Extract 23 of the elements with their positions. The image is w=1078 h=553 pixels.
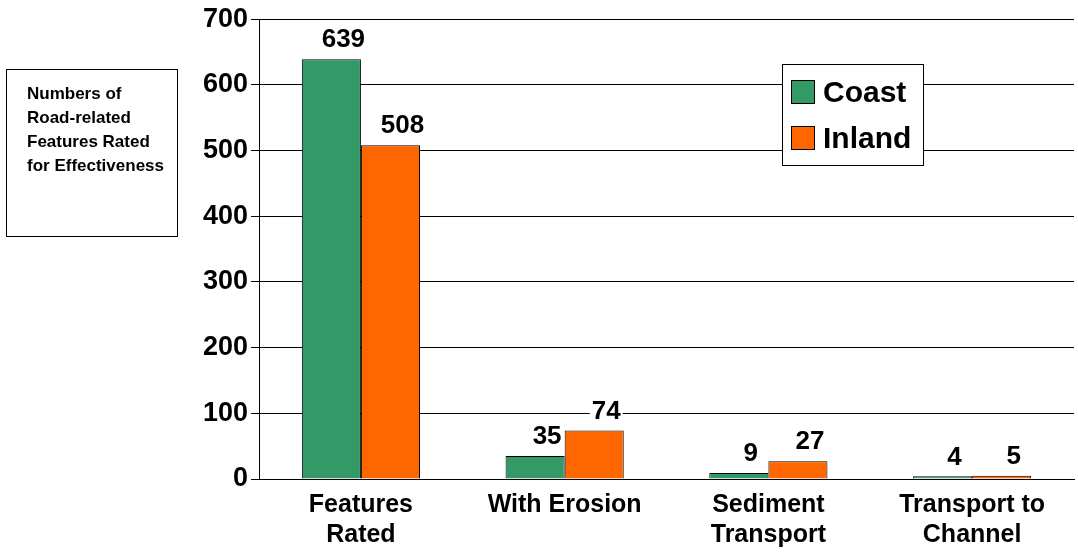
x-tick-label: With Erosion	[487, 488, 642, 517]
x-tick-label: Sediment Transport	[710, 488, 827, 547]
data-label: 74	[591, 394, 622, 425]
data-label: 639	[321, 23, 366, 54]
data-label: 27	[795, 425, 825, 456]
data-label: 5	[1006, 439, 1021, 470]
legend-label: Coast	[823, 75, 907, 110]
y-tick-label: 200	[202, 331, 249, 362]
x-tick-label: Features Rated	[308, 488, 414, 547]
y-tick-label: 100	[202, 396, 249, 427]
y-tick-label: 500	[202, 134, 249, 165]
y-tick-label: 600	[202, 68, 249, 99]
y-tick-label: 400	[202, 199, 249, 230]
legend-label: Inland	[823, 121, 912, 156]
x-tick-label: Transport to Channel	[899, 488, 1046, 547]
data-label: 4	[947, 440, 963, 471]
y-tick-label: 0	[233, 462, 249, 493]
data-label: 35	[532, 420, 562, 451]
data-label: 508	[380, 109, 425, 140]
y-tick-label: 700	[202, 2, 249, 33]
data-label: 9	[743, 437, 759, 468]
y-axis-title: Numbers of Road-related Features Rated for Effectiveness	[6, 69, 178, 237]
y-tick-label: 300	[202, 265, 249, 296]
